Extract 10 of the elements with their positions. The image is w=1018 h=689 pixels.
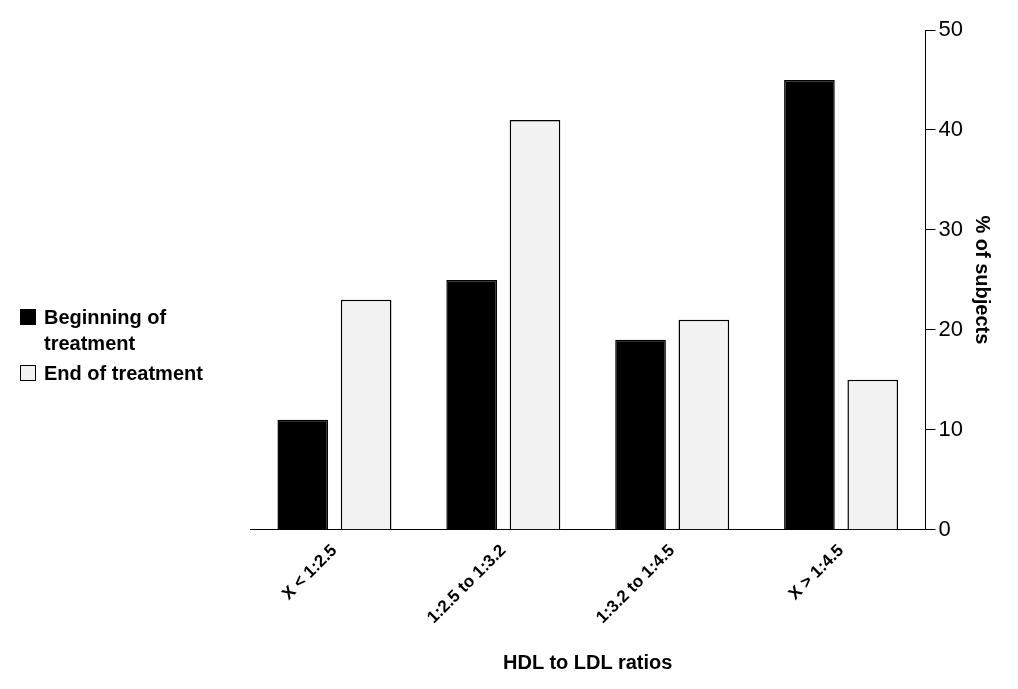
y-tick-label: 40 <box>938 116 964 142</box>
y-tick-label: 20 <box>938 315 964 341</box>
x-axis-title: HDL to LDL ratios <box>503 650 673 673</box>
y-tick-label: 50 <box>938 16 964 42</box>
y-tick-label: 30 <box>938 215 964 241</box>
y-tick-label: 0 <box>938 515 951 541</box>
legend-label: End of treatment <box>44 360 203 386</box>
y-axis-title: % of subjects <box>972 215 995 345</box>
y-tick-label: 10 <box>938 415 964 441</box>
legend-label: Beginning of treatment <box>44 304 168 356</box>
